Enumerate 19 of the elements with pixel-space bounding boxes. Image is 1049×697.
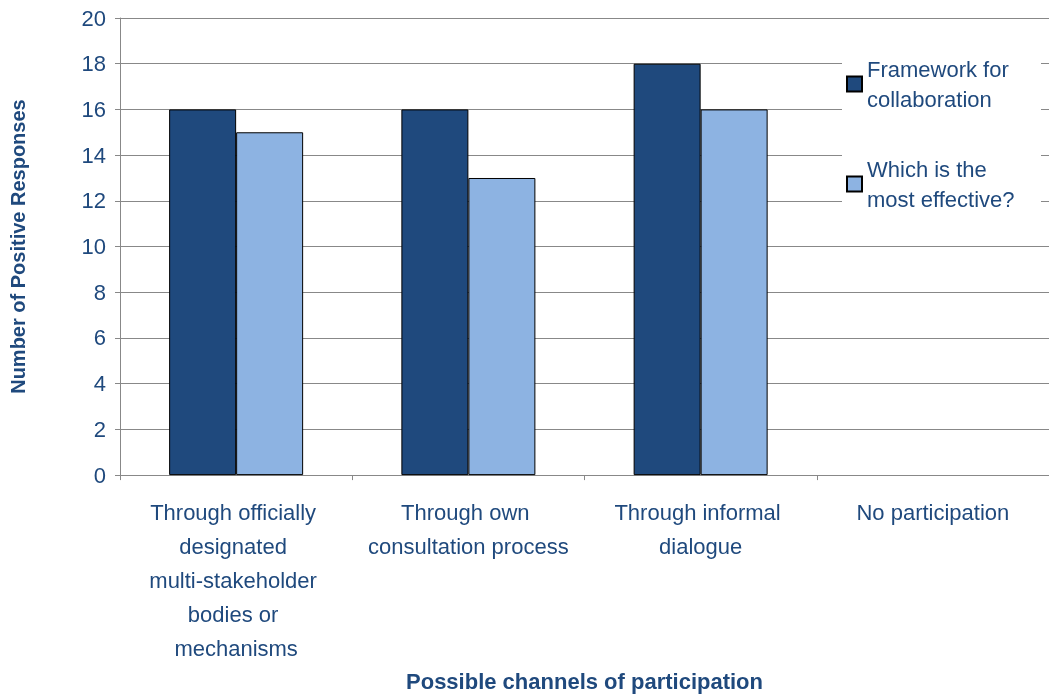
y-axis-title: Number of Positive Responses <box>7 99 29 394</box>
x-tick-label: Through informal dialogue <box>614 499 787 559</box>
x-tick-label: No participation <box>856 499 1010 525</box>
y-tick-label: 2 <box>93 416 106 442</box>
y-tick-label: 18 <box>81 51 106 77</box>
x-tick-label: Through officially designated multi-stakeholder bodies or mechanisms <box>149 499 323 661</box>
y-tick-label: 20 <box>81 5 106 31</box>
legend-label: Which is the most effective? <box>867 156 1015 212</box>
x-axis-title: Possible channels of participation <box>406 668 763 694</box>
y-tick-label: 4 <box>93 371 106 397</box>
y-tick-label: 14 <box>81 142 106 168</box>
x-tick-label: Through own consultation process <box>368 499 569 559</box>
y-tick-label: 8 <box>93 279 106 305</box>
y-tick-label: 10 <box>81 234 106 260</box>
y-tick-label: 16 <box>81 96 106 122</box>
y-tick-label: 12 <box>81 188 106 214</box>
y-tick-label: 0 <box>93 462 106 488</box>
legend-label: Framework for collaboration <box>867 56 1015 112</box>
y-tick-label: 6 <box>93 325 106 351</box>
